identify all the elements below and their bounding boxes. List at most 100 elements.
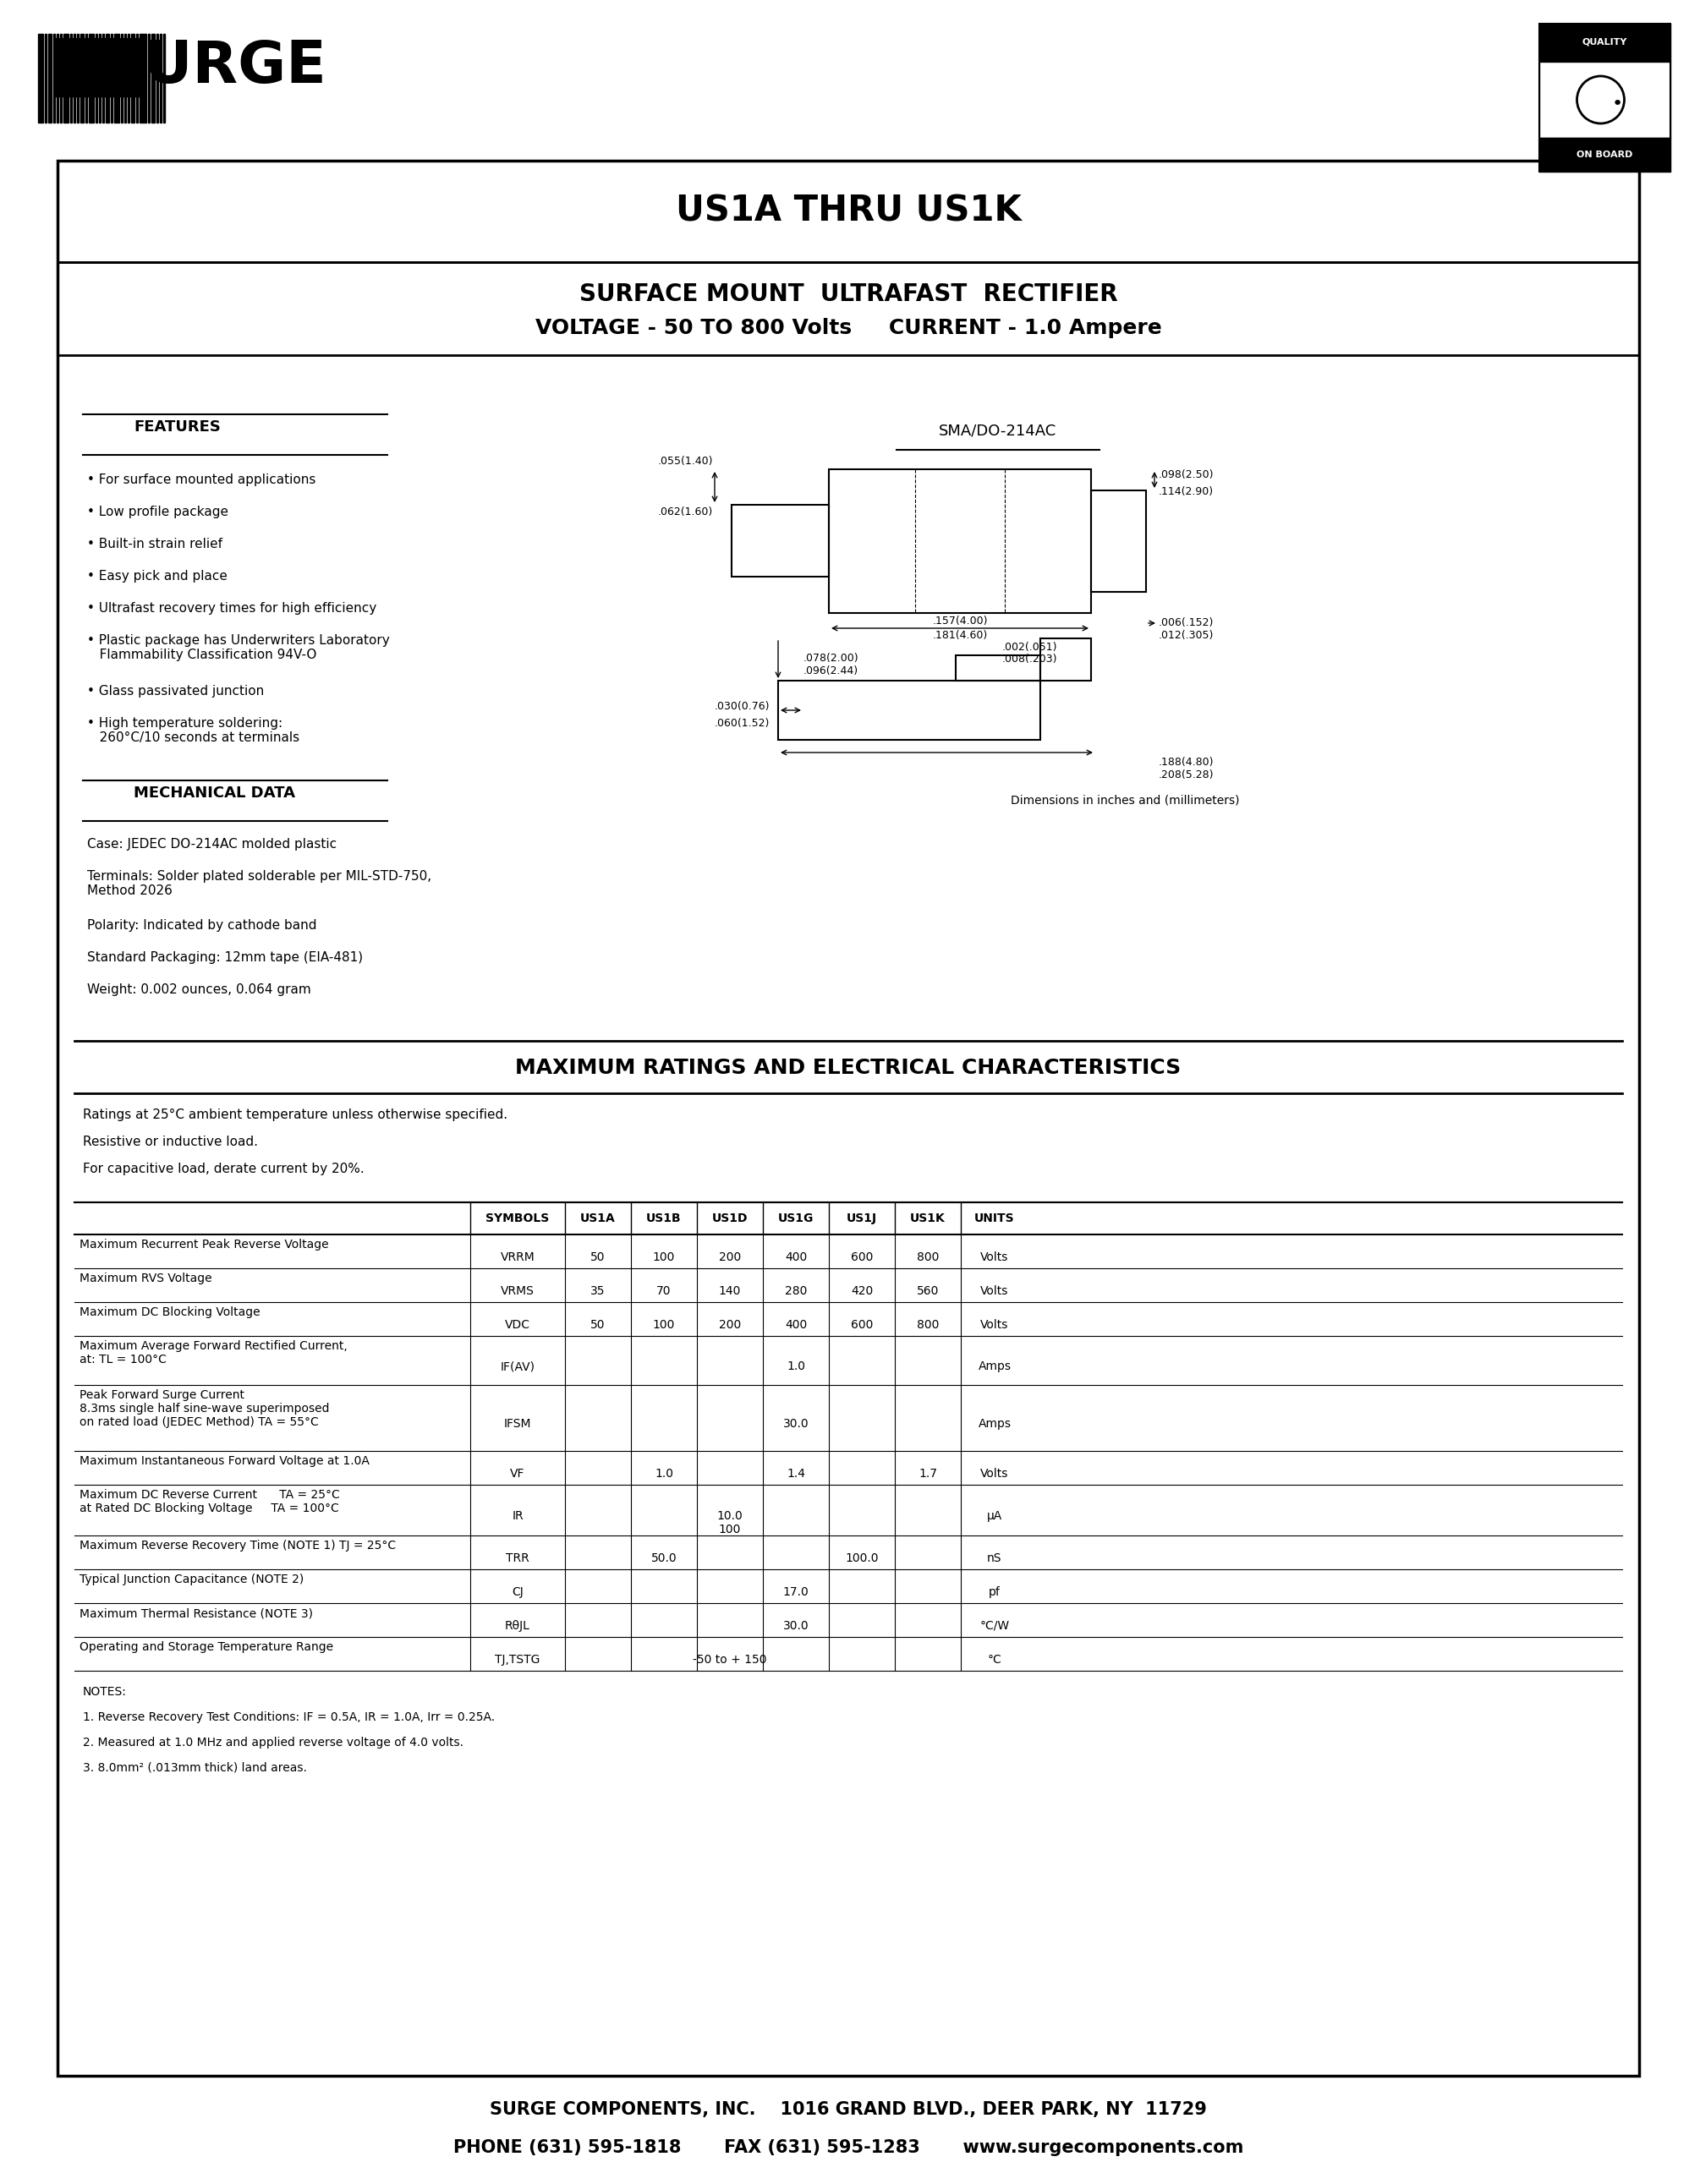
Bar <box>160 33 162 122</box>
Text: VOLTAGE - 50 TO 800 Volts     CURRENT - 1.0 Ampere: VOLTAGE - 50 TO 800 Volts CURRENT - 1.0 … <box>535 319 1162 339</box>
Bar <box>157 33 159 122</box>
Text: For capacitive load, derate current by 20%.: For capacitive load, derate current by 2… <box>83 1162 365 1175</box>
Text: .078(2.00): .078(2.00) <box>804 653 860 664</box>
Text: .008(.203): .008(.203) <box>1002 653 1057 664</box>
Text: • Glass passivated junction: • Glass passivated junction <box>88 686 263 697</box>
Bar <box>96 33 98 122</box>
Bar <box>74 33 76 122</box>
Text: US1B: US1B <box>647 1212 682 1225</box>
Text: CJ: CJ <box>512 1586 524 1599</box>
Text: Peak Forward Surge Current
8.3ms single half sine-wave superimposed
on rated loa: Peak Forward Surge Current 8.3ms single … <box>79 1389 329 1428</box>
Text: SURFACE MOUNT  ULTRAFAST  RECTIFIER: SURFACE MOUNT ULTRAFAST RECTIFIER <box>579 282 1118 306</box>
Text: RθJL: RθJL <box>505 1621 530 1631</box>
Text: Weight: 0.002 ounces, 0.064 gram: Weight: 0.002 ounces, 0.064 gram <box>88 983 311 996</box>
Bar <box>1539 24 1670 173</box>
Text: • Plastic package has Underwriters Laboratory
   Flammability Classification 94V: • Plastic package has Underwriters Labor… <box>88 633 390 662</box>
Text: °C/W: °C/W <box>980 1621 1010 1631</box>
Bar <box>829 470 1091 614</box>
Bar <box>1539 24 1670 61</box>
Text: 800: 800 <box>917 1251 939 1262</box>
Text: Standard Packaging: 12mm tape (EIA-481): Standard Packaging: 12mm tape (EIA-481) <box>88 952 363 963</box>
Text: 200: 200 <box>720 1319 741 1330</box>
Text: VDC: VDC <box>505 1319 530 1330</box>
Text: .060(1.52): .060(1.52) <box>714 716 770 729</box>
Text: .030(0.76): .030(0.76) <box>714 701 770 712</box>
Text: US1J: US1J <box>846 1212 877 1225</box>
Text: 100: 100 <box>652 1319 676 1330</box>
Text: US1A THRU US1K: US1A THRU US1K <box>676 194 1022 229</box>
Bar <box>57 162 1638 2075</box>
Text: Volts: Volts <box>981 1319 1008 1330</box>
Text: Dimensions in inches and (millimeters): Dimensions in inches and (millimeters) <box>1010 795 1240 806</box>
Text: • Built-in strain relief: • Built-in strain relief <box>88 537 223 550</box>
Text: VF: VF <box>510 1468 525 1481</box>
Text: 35: 35 <box>591 1284 605 1297</box>
Bar <box>57 262 1638 356</box>
Text: 50: 50 <box>591 1251 605 1262</box>
Text: US1G: US1G <box>779 1212 814 1225</box>
Text: 400: 400 <box>785 1319 807 1330</box>
Bar <box>152 33 155 122</box>
Text: .157(4.00): .157(4.00) <box>932 616 988 627</box>
Text: Resistive or inductive load.: Resistive or inductive load. <box>83 1136 258 1149</box>
Text: 1. Reverse Recovery Test Conditions: IF = 0.5A, IR = 1.0A, Irr = 0.25A.: 1. Reverse Recovery Test Conditions: IF … <box>83 1712 495 1723</box>
Text: • High temperature soldering:
   260°C/10 seconds at terminals: • High temperature soldering: 260°C/10 s… <box>88 716 299 745</box>
Bar <box>39 33 44 122</box>
Text: Maximum Reverse Recovery Time (NOTE 1) TJ = 25°C: Maximum Reverse Recovery Time (NOTE 1) T… <box>79 1540 395 1551</box>
Text: 600: 600 <box>851 1251 873 1262</box>
Text: Volts: Volts <box>981 1284 1008 1297</box>
Bar <box>731 505 829 577</box>
Text: 200: 200 <box>720 1251 741 1262</box>
Text: 600: 600 <box>851 1319 873 1330</box>
Text: μA: μA <box>986 1509 1002 1522</box>
Bar <box>132 33 135 122</box>
Bar <box>100 33 101 122</box>
Text: • Easy pick and place: • Easy pick and place <box>88 570 228 583</box>
Bar <box>122 33 123 122</box>
Text: US1A: US1A <box>581 1212 615 1225</box>
Text: 800: 800 <box>917 1319 939 1330</box>
Text: 100.0: 100.0 <box>844 1553 878 1564</box>
Bar <box>49 33 52 122</box>
Bar <box>779 681 1040 740</box>
Text: 1.7: 1.7 <box>919 1468 937 1481</box>
Text: Amps: Amps <box>978 1417 1012 1431</box>
Bar <box>86 33 88 122</box>
Text: 100: 100 <box>652 1251 676 1262</box>
Bar <box>46 33 47 122</box>
Text: • Ultrafast recovery times for high efficiency: • Ultrafast recovery times for high effi… <box>88 603 377 614</box>
Text: 280: 280 <box>785 1284 807 1297</box>
Text: SURGE COMPONENTS, INC.    1016 GRAND BLVD., DEER PARK, NY  11729: SURGE COMPONENTS, INC. 1016 GRAND BLVD.,… <box>490 2101 1208 2118</box>
Bar <box>57 33 59 122</box>
Text: SYMBOLS: SYMBOLS <box>486 1212 549 1225</box>
Text: ON BOARD: ON BOARD <box>1578 151 1633 159</box>
Text: QUALITY: QUALITY <box>1583 37 1628 46</box>
Text: US1K: US1K <box>910 1212 946 1225</box>
Text: Ratings at 25°C ambient temperature unless otherwise specified.: Ratings at 25°C ambient temperature unle… <box>83 1109 508 1120</box>
Text: Polarity: Indicated by cathode band: Polarity: Indicated by cathode band <box>88 919 318 933</box>
Text: Amps: Amps <box>978 1361 1012 1372</box>
Text: 2. Measured at 1.0 MHz and applied reverse voltage of 4.0 volts.: 2. Measured at 1.0 MHz and applied rever… <box>83 1736 463 1749</box>
Text: Maximum Instantaneous Forward Voltage at 1.0A: Maximum Instantaneous Forward Voltage at… <box>79 1455 370 1468</box>
Text: 400: 400 <box>785 1251 807 1262</box>
Bar <box>125 33 127 122</box>
Text: Operating and Storage Temperature Range: Operating and Storage Temperature Range <box>79 1640 333 1653</box>
Text: UNITS: UNITS <box>975 1212 1015 1225</box>
Text: TJ,TSTG: TJ,TSTG <box>495 1653 540 1666</box>
Text: Typical Junction Capacitance (NOTE 2): Typical Junction Capacitance (NOTE 2) <box>79 1572 304 1586</box>
Text: MECHANICAL DATA: MECHANICAL DATA <box>133 786 296 802</box>
Bar <box>103 33 105 122</box>
Text: .114(2.90): .114(2.90) <box>1159 487 1214 498</box>
Text: Maximum Average Forward Rectified Current,
at: TL = 100°C: Maximum Average Forward Rectified Curren… <box>79 1341 348 1365</box>
Text: .002(.051): .002(.051) <box>1002 642 1057 653</box>
Text: 140: 140 <box>720 1284 741 1297</box>
Text: Maximum RVS Voltage: Maximum RVS Voltage <box>79 1273 213 1284</box>
Bar <box>1091 491 1147 592</box>
Text: nS: nS <box>988 1553 1002 1564</box>
Text: • For surface mounted applications: • For surface mounted applications <box>88 474 316 487</box>
Text: .096(2.44): .096(2.44) <box>804 666 858 677</box>
Text: °C: °C <box>988 1653 1002 1666</box>
Bar <box>164 33 166 122</box>
Bar <box>61 33 62 122</box>
Text: 70: 70 <box>657 1284 671 1297</box>
